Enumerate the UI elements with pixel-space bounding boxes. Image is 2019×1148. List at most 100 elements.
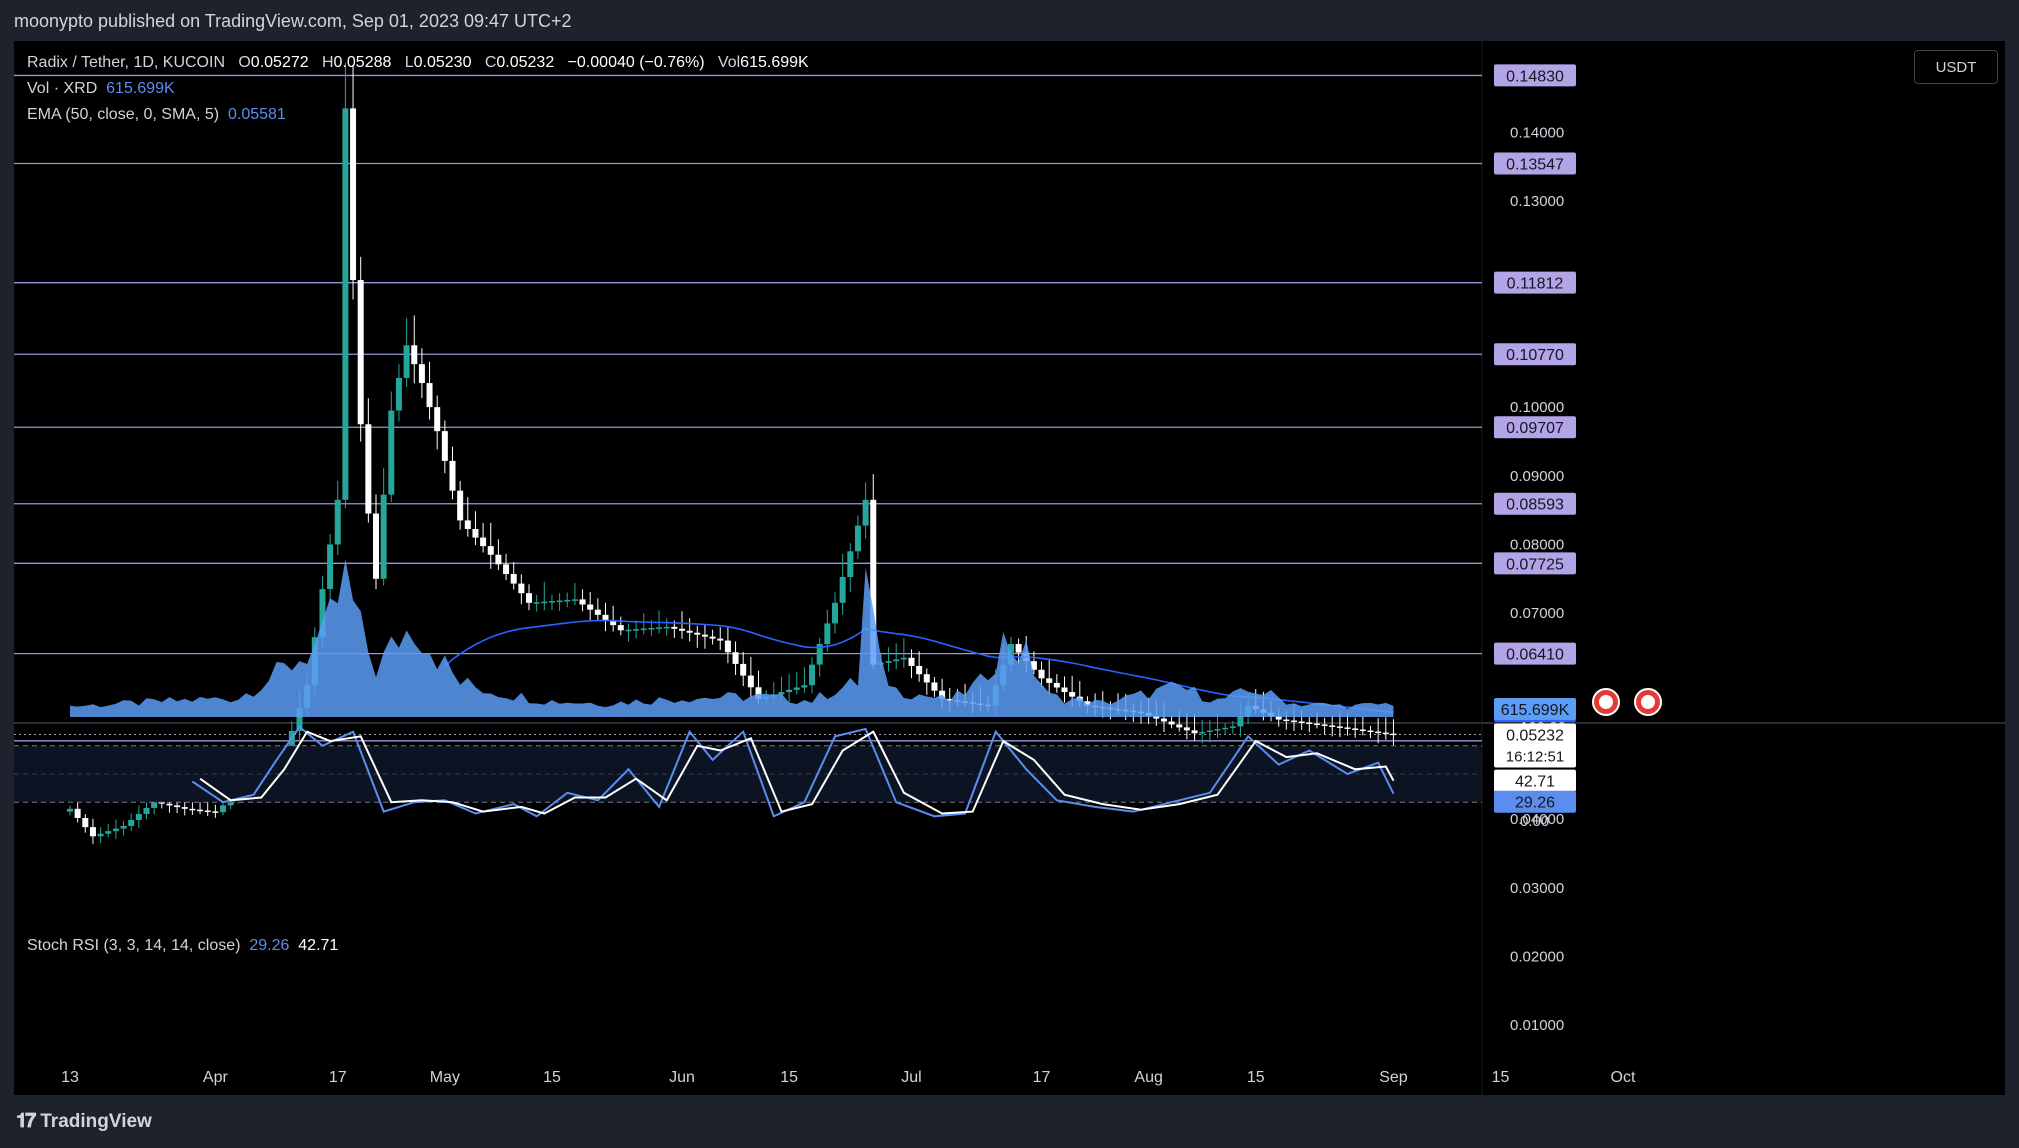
candle-body xyxy=(1283,719,1290,722)
date-tick-label: Jun xyxy=(669,1069,695,1086)
candle-body xyxy=(1382,732,1389,735)
candle-body xyxy=(212,811,219,813)
price-tick-label: 0.07000 xyxy=(1510,605,1564,622)
candle-body xyxy=(135,813,142,820)
candle-body xyxy=(380,494,387,579)
candle-body xyxy=(617,625,624,631)
candle-body xyxy=(602,614,609,620)
candle-body xyxy=(625,629,632,632)
level-price-tag-bg xyxy=(1494,416,1576,439)
candle-body xyxy=(342,108,349,500)
candle-body xyxy=(640,628,647,631)
level-price-tag: 0.11812 xyxy=(1507,276,1564,293)
candle-body xyxy=(740,663,747,676)
legend-volume: Vol · XRD 615.699K xyxy=(27,80,175,97)
event-flag-icon-inner xyxy=(1599,695,1613,709)
legend-ohlc: Radix / Tether, 1D, KUCOIN O0.05272 H0.0… xyxy=(27,54,809,71)
candle-body xyxy=(847,551,854,578)
candle-body xyxy=(120,825,127,829)
candle-body xyxy=(1183,727,1190,731)
candle-body xyxy=(105,831,112,834)
candle-body xyxy=(334,499,341,545)
candle-body xyxy=(648,627,655,630)
date-tick-label: 15 xyxy=(1492,1069,1510,1086)
price-tick-label: 0.10000 xyxy=(1510,399,1564,416)
candle-body xyxy=(594,609,601,615)
candle-body xyxy=(854,525,861,552)
date-tick-label: 15 xyxy=(543,1069,561,1086)
candle-body xyxy=(931,682,938,691)
legend-close: 0.05232 xyxy=(496,54,555,71)
candle-body xyxy=(686,630,693,633)
candle-body xyxy=(426,383,433,408)
legend-vol: 615.699K xyxy=(740,54,809,71)
rsi-series-d xyxy=(199,730,1395,815)
candle-body xyxy=(350,108,357,281)
candle-body xyxy=(832,602,838,624)
candle-body xyxy=(197,809,204,812)
candle-body xyxy=(809,664,816,686)
candle-body xyxy=(747,675,754,688)
candle-body xyxy=(1153,715,1160,719)
chart-svg[interactable]: 0.04000 0.03000 0.02000 0.01000 0.07000 0.080… xyxy=(14,41,2005,1095)
date-tick-label: 13 xyxy=(61,1069,79,1086)
candle-body xyxy=(923,674,930,683)
legend-volume-value: 615.699K xyxy=(106,80,175,97)
candle-body xyxy=(82,817,89,828)
legend-ema-value: 0.05581 xyxy=(227,106,286,123)
candle-body xyxy=(946,698,953,701)
level-price-tag: 0.10770 xyxy=(1506,347,1564,364)
level-price-tag: 0.09707 xyxy=(1506,420,1564,437)
chart-area[interactable]: 0.04000 0.03000 0.02000 0.01000 0.07000 0.080… xyxy=(14,41,2005,1095)
price-tick-label: 0.14000 xyxy=(1510,124,1564,141)
legend-open: 0.05272 xyxy=(250,54,309,71)
candle-body xyxy=(1046,678,1053,683)
candle-body xyxy=(67,808,73,812)
footer: 𝟏𝟕 TradingView xyxy=(0,1095,2019,1148)
date-tick-label: Oct xyxy=(1611,1069,1636,1086)
candle-body xyxy=(1176,724,1183,728)
price-tick-label: 0.03000 xyxy=(1510,880,1564,897)
price-tick-label: 0.04000 xyxy=(1510,811,1564,828)
level-price-tag-bg xyxy=(1494,552,1576,575)
volume-tag-bg xyxy=(1494,698,1576,720)
date-tick-label: 15 xyxy=(780,1069,798,1086)
candle-body xyxy=(1329,725,1336,727)
candle-body xyxy=(495,554,502,565)
candle-body xyxy=(1344,727,1351,729)
candle-body xyxy=(288,730,295,754)
candle-body xyxy=(564,599,571,602)
candle-body xyxy=(1199,731,1206,734)
candle-body xyxy=(1375,731,1382,734)
candle-body xyxy=(143,807,150,814)
candle-body xyxy=(158,801,165,804)
date-tick-label: 17 xyxy=(1033,1069,1051,1086)
candle-body xyxy=(464,520,471,529)
candle-body xyxy=(151,801,158,808)
tradingview-logo[interactable]: 𝟏𝟕 TradingView xyxy=(16,1110,152,1132)
candle-body xyxy=(503,564,510,574)
price-tick-label: 0.13000 xyxy=(1510,193,1564,210)
last-price-tag-bg xyxy=(1494,723,1576,768)
candle-body xyxy=(778,692,785,695)
date-tick-label: 17 xyxy=(329,1069,347,1086)
date-tick-label: Sep xyxy=(1379,1069,1408,1086)
candle-body xyxy=(395,377,402,411)
level-price-tag-bg xyxy=(1494,152,1576,175)
candle-body xyxy=(327,544,334,590)
legend-high: 0.05288 xyxy=(333,54,392,71)
currency-button[interactable]: USDT xyxy=(1914,50,1998,84)
candle-body xyxy=(510,573,517,584)
candle-body xyxy=(204,810,211,813)
candle-body xyxy=(1275,716,1282,720)
candle-body xyxy=(1038,669,1045,679)
rsi-d-tag: 42.71 xyxy=(1515,774,1555,791)
price-tick-label: 0.08000 xyxy=(1510,536,1564,553)
candle-body xyxy=(480,537,487,547)
candle-body xyxy=(1313,723,1320,725)
candle-body xyxy=(633,629,640,631)
candle-body xyxy=(189,808,196,811)
candle-body xyxy=(717,638,724,641)
candle-body xyxy=(166,803,173,806)
event-flag-icon-inner xyxy=(1641,695,1655,709)
